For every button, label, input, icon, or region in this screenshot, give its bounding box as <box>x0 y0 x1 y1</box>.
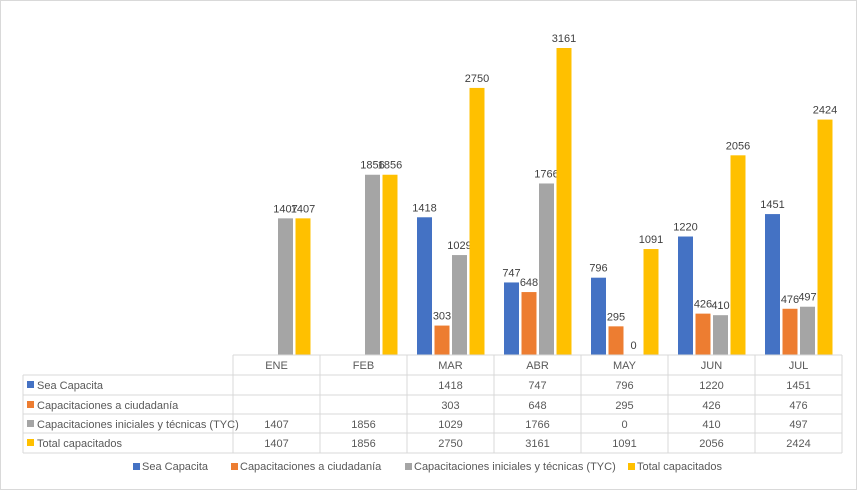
table-cell: 1091 <box>612 438 636 450</box>
table-cell: 2056 <box>699 438 723 450</box>
legend-entry: Total capacitados <box>637 461 722 473</box>
table-cell: 1029 <box>438 419 462 431</box>
bar-jun-s2 <box>713 315 728 355</box>
data-label: 2056 <box>726 140 750 152</box>
legend-swatch <box>133 463 140 470</box>
bar-mar-s3 <box>469 87 485 355</box>
table-cell: 303 <box>441 400 459 412</box>
category-label: FEB <box>353 360 374 372</box>
legend-key <box>27 420 34 427</box>
category-label: JUN <box>701 360 722 372</box>
bar-jun-s0 <box>678 236 693 355</box>
legend-entry: Capacitaciones a ciudadanía <box>240 461 382 473</box>
bar-mar-s0 <box>417 217 432 355</box>
data-label: 1418 <box>412 202 436 214</box>
data-label: 303 <box>433 311 451 323</box>
table-cell: 1407 <box>264 419 288 431</box>
bar-abr-s0 <box>504 282 519 355</box>
table-cell: 2750 <box>438 438 462 450</box>
category-label: ABR <box>526 360 549 372</box>
data-label: 2750 <box>465 73 489 85</box>
data-label: 410 <box>711 300 729 312</box>
category-label: MAR <box>438 360 463 372</box>
bar-mar-s1 <box>434 325 450 355</box>
bar-may-s0 <box>591 277 606 355</box>
legend-entry: Capacitaciones iniciales y técnicas (TYC… <box>414 461 616 473</box>
table-cell: 0 <box>621 419 627 431</box>
data-label: 1220 <box>673 222 697 234</box>
data-label: 648 <box>520 277 538 289</box>
category-label: ENE <box>265 360 288 372</box>
data-label: 426 <box>694 299 712 311</box>
legend-swatch <box>628 463 635 470</box>
data-label: 1407 <box>273 203 297 215</box>
table-cell: 497 <box>789 419 807 431</box>
table-cell: 410 <box>702 419 720 431</box>
table-cell: 1418 <box>438 380 462 392</box>
data-label: 0 <box>630 340 636 352</box>
table-cell: 1856 <box>351 419 375 431</box>
bar-feb-s3 <box>382 174 398 355</box>
category-label: MAY <box>613 360 637 372</box>
data-label: 1091 <box>639 234 663 246</box>
table-cell: 1407 <box>264 438 288 450</box>
category-label: JUL <box>789 360 809 372</box>
table-cell: 1856 <box>351 438 375 450</box>
data-label: 1856 <box>360 160 384 172</box>
bar-abr-s2 <box>539 183 554 355</box>
table-cell: 1220 <box>699 380 723 392</box>
bar-abr-s1 <box>521 292 537 355</box>
data-label: 796 <box>589 263 607 275</box>
table-series-label: Sea Capacita <box>37 380 104 392</box>
table-cell: 476 <box>789 400 807 412</box>
table-cell: 3161 <box>525 438 549 450</box>
table-series-label: Total capacitados <box>37 438 122 450</box>
data-label: 2424 <box>813 105 837 117</box>
bar-may-s1 <box>608 326 624 355</box>
bar-jul-s3 <box>817 119 833 355</box>
table-cell: 1451 <box>786 380 810 392</box>
legend-key <box>27 439 34 446</box>
data-label: 295 <box>607 311 625 323</box>
table-cell: 1766 <box>525 419 549 431</box>
bar-jul-s0 <box>765 214 780 355</box>
data-label: 747 <box>502 267 520 279</box>
table-cell: 426 <box>702 400 720 412</box>
bar-mar-s2 <box>452 255 467 355</box>
table-cell: 295 <box>615 400 633 412</box>
table-cell: 648 <box>528 400 546 412</box>
legend-entry: Sea Capacita <box>142 461 209 473</box>
bar-ene-s2 <box>278 218 293 355</box>
data-label: 1029 <box>447 240 471 252</box>
table-cell: 796 <box>615 380 633 392</box>
bar-jun-s1 <box>695 313 711 355</box>
bar-feb-s2 <box>365 174 380 355</box>
data-label: 3161 <box>552 33 576 45</box>
table-series-label: Capacitaciones a ciudadanía <box>37 400 179 412</box>
bar-jul-s1 <box>782 308 798 355</box>
data-label: 497 <box>798 292 816 304</box>
data-label: 1407 <box>291 203 315 215</box>
table-series-label: Capacitaciones iniciales y técnicas (TYC… <box>37 419 239 431</box>
legend-key <box>27 381 34 388</box>
data-label: 1766 <box>534 168 558 180</box>
bar-jul-s2 <box>800 306 815 355</box>
legend-key <box>27 401 34 408</box>
data-label: 476 <box>781 294 799 306</box>
table-cell: 747 <box>528 380 546 392</box>
data-label: 1856 <box>378 160 402 172</box>
data-label: 1451 <box>760 199 784 211</box>
bar-may-s3 <box>643 249 659 355</box>
legend-swatch <box>405 463 412 470</box>
bar-abr-s3 <box>556 48 572 355</box>
bar-ene-s3 <box>295 218 311 355</box>
bar-jun-s3 <box>730 155 746 355</box>
legend-swatch <box>231 463 238 470</box>
table-cell: 2424 <box>786 438 810 450</box>
